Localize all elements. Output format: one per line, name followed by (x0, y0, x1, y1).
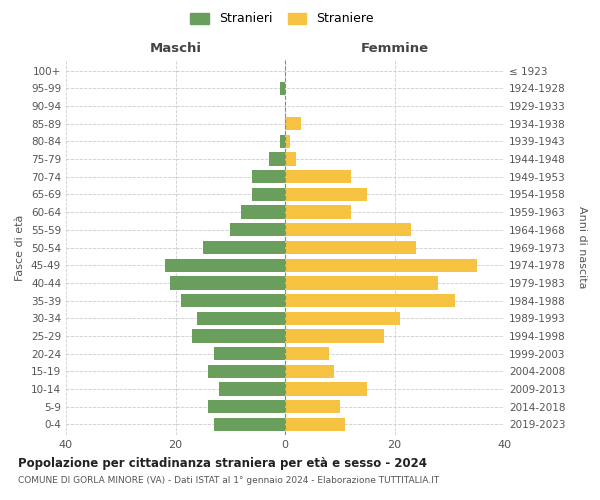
Y-axis label: Anni di nascita: Anni di nascita (577, 206, 587, 289)
Bar (285, 382, 367, 396)
Bar (208, 364, 285, 378)
Bar (203, 241, 285, 254)
Bar (285, 134, 290, 148)
Bar (285, 223, 411, 236)
Bar (192, 330, 285, 342)
Legend: Stranieri, Straniere: Stranieri, Straniere (187, 8, 377, 29)
Text: Maschi: Maschi (149, 42, 202, 54)
Bar (280, 134, 285, 148)
Bar (252, 188, 285, 201)
Bar (220, 382, 285, 396)
Bar (269, 152, 285, 166)
Bar (170, 276, 285, 289)
Bar (241, 206, 285, 219)
Bar (285, 276, 439, 289)
Bar (285, 152, 296, 166)
Bar (208, 400, 285, 413)
Bar (285, 294, 455, 307)
Bar (285, 170, 351, 183)
Bar (285, 188, 367, 201)
Bar (164, 258, 285, 272)
Bar (252, 170, 285, 183)
Text: Femmine: Femmine (361, 42, 428, 54)
Bar (285, 241, 416, 254)
Bar (285, 330, 383, 342)
Bar (285, 117, 301, 130)
Text: COMUNE DI GORLA MINORE (VA) - Dati ISTAT al 1° gennaio 2024 - Elaborazione TUTTI: COMUNE DI GORLA MINORE (VA) - Dati ISTAT… (18, 476, 439, 485)
Text: Popolazione per cittadinanza straniera per età e sesso - 2024: Popolazione per cittadinanza straniera p… (18, 458, 427, 470)
Bar (285, 400, 340, 413)
Bar (285, 347, 329, 360)
Bar (197, 312, 285, 325)
Bar (285, 258, 476, 272)
Bar (285, 418, 345, 431)
Bar (285, 206, 351, 219)
Bar (280, 82, 285, 95)
Bar (214, 347, 285, 360)
Bar (181, 294, 285, 307)
Bar (214, 418, 285, 431)
Bar (285, 312, 400, 325)
Bar (230, 223, 285, 236)
Y-axis label: Fasce di età: Fasce di età (16, 214, 25, 280)
Bar (285, 364, 334, 378)
